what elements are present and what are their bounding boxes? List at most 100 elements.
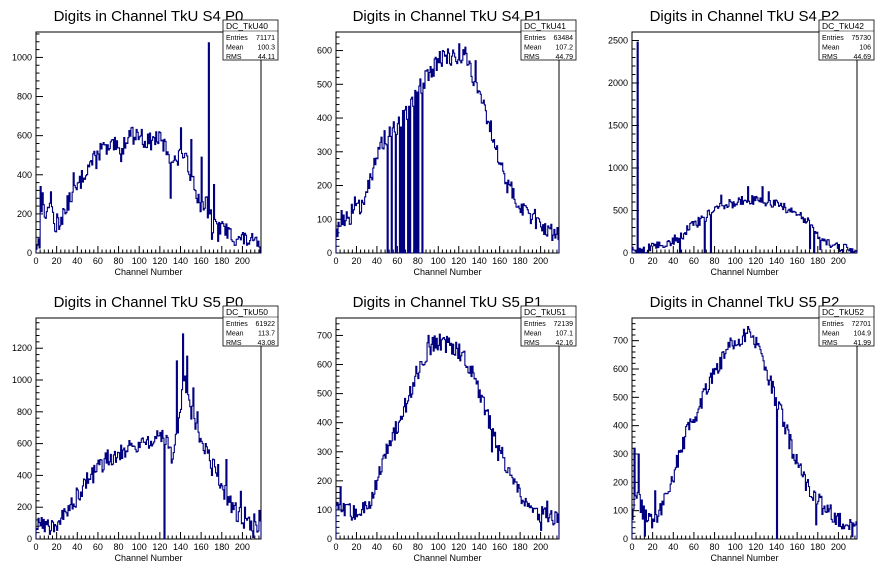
- y-tick-label: 0: [27, 248, 32, 258]
- stats-box: DC_TkU41 Entries 63484 Mean 107.2 RMS 44.79: [520, 19, 577, 61]
- stats-box-frame: [222, 305, 279, 347]
- x-tick-label: 120: [152, 256, 167, 266]
- y-tick-label: 100: [317, 214, 332, 224]
- x-tick-label: 120: [152, 542, 167, 552]
- stats-box-frame: [818, 19, 875, 61]
- x-tick-label: 0: [33, 542, 38, 552]
- x-tick-label: 180: [214, 542, 229, 552]
- stats-value: 113.7: [258, 331, 275, 338]
- y-tick-label: 600: [17, 439, 32, 449]
- stats-label: Entries: [524, 321, 546, 328]
- x-axis-label: Channel Number: [710, 553, 778, 563]
- stats-label: Entries: [822, 35, 844, 42]
- x-tick-label: 0: [33, 256, 38, 266]
- histogram-series: [631, 325, 858, 540]
- x-tick-label: 140: [769, 256, 784, 266]
- histogram-pad-0: Digits in Channel TkU S4 P0 0 20 40 60 80 100 1…: [12, 8, 279, 277]
- x-tick-label: 120: [451, 542, 466, 552]
- x-tick-label: 200: [533, 542, 548, 552]
- y-tick-label: 800: [17, 407, 32, 417]
- histogram-pad-5: Digits in Channel TkU S5 P2 0 20 40 60 80 100 1…: [613, 294, 875, 563]
- stats-name: DC_TkU51: [524, 307, 566, 317]
- x-tick-label: 160: [492, 256, 507, 266]
- chart-title: Digits in Channel TkU S5 P0: [54, 294, 244, 311]
- x-tick-label: 100: [728, 542, 743, 552]
- chart-title: Digits in Channel TkU S5 P1: [353, 294, 543, 311]
- y-tick-label: 1500: [608, 121, 628, 131]
- y-tick-label: 2500: [608, 36, 628, 46]
- y-tick-label: 1000: [608, 163, 628, 173]
- y-tick-label: 500: [317, 79, 332, 89]
- histogram-series: [335, 333, 560, 539]
- stats-value: 41.99: [853, 340, 871, 347]
- stats-name: DC_TkU40: [226, 21, 268, 31]
- x-tick-label: 140: [173, 256, 188, 266]
- stats-name: DC_TkU41: [524, 21, 566, 31]
- y-tick-label: 0: [623, 534, 628, 544]
- stats-box: DC_TkU42 Entries 75730 Mean 106 RMS 44.69: [818, 19, 875, 61]
- x-tick-label: 20: [648, 256, 658, 266]
- stats-label: RMS: [822, 340, 838, 347]
- y-tick-label: 400: [317, 418, 332, 428]
- stats-label: RMS: [226, 54, 242, 61]
- x-tick-label: 20: [648, 542, 658, 552]
- chart-title: Digits in Channel TkU S4 P1: [353, 8, 543, 25]
- x-tick-label: 0: [333, 256, 338, 266]
- y-tick-label: 1000: [12, 375, 32, 385]
- x-axis-label: Channel Number: [710, 267, 778, 277]
- x-tick-label: 80: [413, 256, 423, 266]
- stats-value: 106: [859, 45, 871, 52]
- x-tick-label: 160: [194, 256, 209, 266]
- x-tick-label: 40: [372, 542, 382, 552]
- x-tick-label: 80: [413, 542, 423, 552]
- stats-value: 72701: [852, 321, 872, 328]
- x-tick-label: 120: [748, 542, 763, 552]
- plot-frame: [35, 31, 262, 254]
- x-tick-label: 80: [710, 542, 720, 552]
- y-tick-label: 0: [27, 534, 32, 544]
- stats-label: Entries: [226, 321, 248, 328]
- x-tick-label: 100: [431, 542, 446, 552]
- y-tick-label: 500: [613, 206, 628, 216]
- histogram-series: [631, 41, 858, 254]
- x-tick-label: 200: [235, 256, 250, 266]
- y-tick-label: 200: [317, 181, 332, 191]
- stats-label: Mean: [226, 331, 244, 338]
- stats-value: 72139: [554, 321, 574, 328]
- x-tick-label: 180: [214, 256, 229, 266]
- x-tick-label: 40: [668, 256, 678, 266]
- x-tick-label: 180: [810, 542, 825, 552]
- stats-value: 44.11: [258, 54, 275, 61]
- histogram-series: [35, 42, 261, 254]
- x-tick-label: 40: [372, 256, 382, 266]
- y-tick-label: 700: [317, 330, 332, 340]
- x-tick-label: 80: [114, 256, 124, 266]
- y-tick-label: 300: [317, 147, 332, 157]
- x-tick-label: 100: [431, 256, 446, 266]
- stats-label: Mean: [822, 45, 840, 52]
- y-tick-label: 700: [613, 336, 628, 346]
- x-tick-label: 100: [132, 256, 147, 266]
- plot-frame: [335, 31, 560, 254]
- x-tick-label: 160: [790, 256, 805, 266]
- y-tick-label: 300: [317, 447, 332, 457]
- x-axis-label: Channel Number: [114, 553, 182, 563]
- stats-box: DC_TkU51 Entries 72139 Mean 107.1 RMS 42.16: [520, 305, 577, 347]
- x-tick-label: 120: [748, 256, 763, 266]
- x-tick-label: 200: [533, 256, 548, 266]
- histogram-pad-2: Digits in Channel TkU S4 P2 0 20 40 60 80 100 1…: [608, 8, 875, 277]
- histogram-pad-1: Digits in Channel TkU S4 P1 0 20 40 60 80 100 1…: [317, 8, 577, 277]
- x-tick-label: 60: [689, 256, 699, 266]
- stats-label: RMS: [524, 54, 540, 61]
- histogram-series: [335, 43, 560, 254]
- histogram-pad-4: Digits in Channel TkU S5 P1 0 20 40 60 80 100 1…: [317, 294, 577, 563]
- stats-value: 107.2: [555, 45, 573, 52]
- chart-title: Digits in Channel TkU S4 P0: [54, 8, 244, 25]
- stats-label: RMS: [822, 54, 838, 61]
- stats-value: 104.9: [853, 331, 871, 338]
- y-tick-label: 600: [613, 364, 628, 374]
- stats-value: 42.16: [555, 340, 573, 347]
- histogram-series: [35, 333, 262, 540]
- stats-value: 61922: [256, 321, 276, 328]
- stats-box-frame: [222, 19, 279, 61]
